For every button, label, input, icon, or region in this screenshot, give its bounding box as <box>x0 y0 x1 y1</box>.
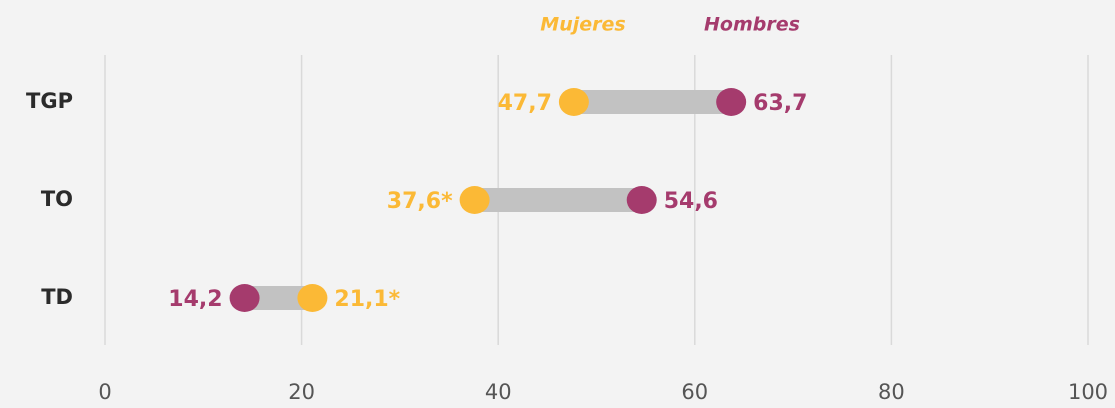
value-label: 21,1* <box>334 287 400 312</box>
legend-label: Mujeres <box>540 14 625 36</box>
connector <box>573 90 732 114</box>
x-tick-label: 60 <box>681 380 708 404</box>
x-tick-label: 20 <box>288 380 315 404</box>
dot <box>459 186 490 214</box>
dot <box>558 88 589 116</box>
x-tick-label: 100 <box>1068 380 1108 404</box>
category-label: TO <box>41 187 73 211</box>
x-tick-label: 80 <box>878 380 905 404</box>
value-label: 54,6 <box>664 189 718 214</box>
value-label: 14,2 <box>168 287 222 312</box>
legend-label: Hombres <box>704 14 800 36</box>
x-tick-label: 0 <box>98 380 111 404</box>
dot <box>716 88 747 116</box>
dot <box>626 186 657 214</box>
category-label: TD <box>41 285 73 309</box>
value-label: 37,6* <box>387 189 453 214</box>
value-label: 63,7 <box>753 91 807 116</box>
x-tick-label: 40 <box>485 380 512 404</box>
connector <box>474 188 642 212</box>
dot <box>229 284 260 312</box>
value-label: 47,7 <box>498 91 552 116</box>
category-label: TGP <box>26 89 73 113</box>
dot <box>297 284 328 312</box>
